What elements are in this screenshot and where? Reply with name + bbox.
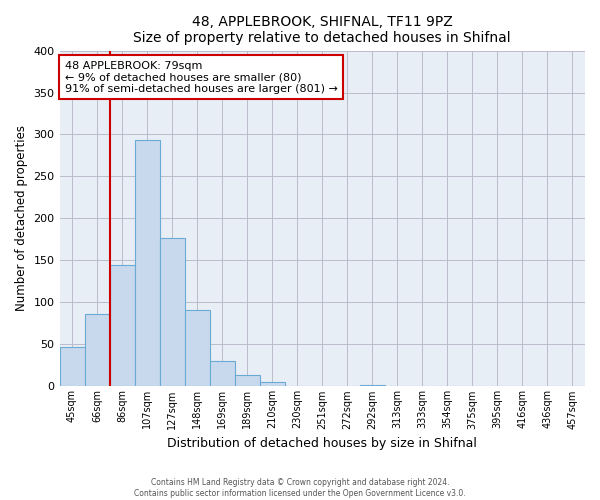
Bar — [235, 374, 260, 386]
X-axis label: Distribution of detached houses by size in Shifnal: Distribution of detached houses by size … — [167, 437, 477, 450]
Bar — [134, 140, 160, 386]
Y-axis label: Number of detached properties: Number of detached properties — [15, 126, 28, 312]
Text: Contains HM Land Registry data © Crown copyright and database right 2024.
Contai: Contains HM Land Registry data © Crown c… — [134, 478, 466, 498]
Text: 48 APPLEBROOK: 79sqm
← 9% of detached houses are smaller (80)
91% of semi-detach: 48 APPLEBROOK: 79sqm ← 9% of detached ho… — [65, 60, 338, 94]
Bar — [110, 264, 134, 386]
Bar — [185, 310, 209, 386]
Bar — [360, 384, 385, 386]
Bar — [209, 361, 235, 386]
Bar — [160, 238, 185, 386]
Bar — [59, 347, 85, 387]
Bar — [260, 382, 285, 386]
Bar — [85, 314, 110, 386]
Title: 48, APPLEBROOK, SHIFNAL, TF11 9PZ
Size of property relative to detached houses i: 48, APPLEBROOK, SHIFNAL, TF11 9PZ Size o… — [133, 15, 511, 45]
